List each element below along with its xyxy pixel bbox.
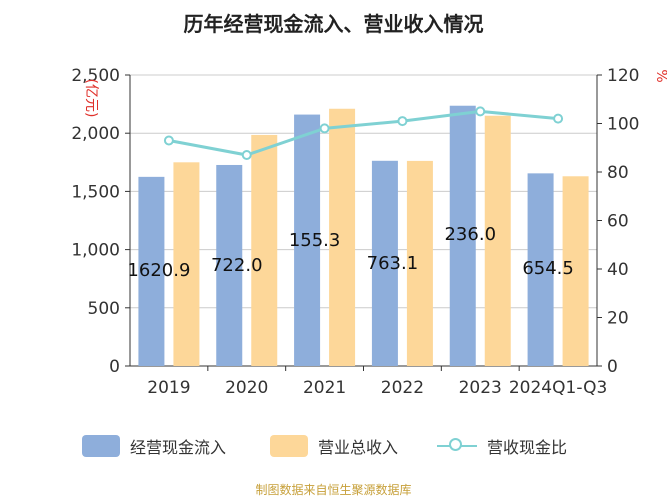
left-tick-label: 1,000 [71,241,120,261]
right-tick-label: 120 [607,66,639,86]
x-tick-label: 2020 [225,378,268,398]
bar-cash-inflow [216,164,243,366]
bar-revenue [406,160,433,366]
point-ratio [241,150,252,161]
legend-item-ratio[interactable]: 营收现金比 [437,432,567,460]
legend-label-revenue: 营业总收入 [318,438,399,457]
left-tick-label: 500 [88,299,120,319]
bar-revenue [562,176,589,366]
data-label-cash-inflow: 763.1 [367,253,419,274]
x-tick-label: 2022 [381,378,424,398]
right-tick-label: 60 [607,212,629,232]
right-tick-label: 0 [607,357,618,377]
legend: 经营现金流入 营业总收入 营收现金比 [0,432,667,460]
x-tick-label: 2019 [147,378,190,398]
right-tick-label: 80 [607,163,629,183]
bar-revenue [251,134,278,366]
data-label-cash-inflow: 722.0 [211,255,263,276]
x-tick-label: 2021 [303,378,346,398]
legend-swatch-cash-inflow [82,435,120,457]
right-tick-label: 100 [607,115,639,135]
x-tick-label: 2023 [459,378,502,398]
legend-label-cash-inflow: 经营现金流入 [130,438,227,457]
point-ratio [475,106,486,117]
right-axis-unit: % [653,69,667,82]
left-tick-label: 1,500 [71,182,120,202]
data-label-cash-inflow: 1620.9 [127,260,190,281]
legend-label-ratio: 营收现金比 [487,438,568,457]
point-ratio [319,123,330,134]
left-tick-label: 0 [109,357,120,377]
chart-title: 历年经营现金流入、营业收入情况 [183,12,484,36]
bar-revenue [329,108,356,367]
bar-cash-inflow [371,160,398,366]
line-ratio [168,109,559,157]
source-note: 制图数据来自恒生聚源数据库 [255,483,412,497]
data-label-cash-inflow: 236.0 [444,224,496,245]
legend-swatch-revenue [270,435,308,457]
legend-item-revenue[interactable]: 营业总收入 [270,432,398,460]
bar-revenue [484,115,511,367]
legend-item-cash-inflow[interactable]: 经营现金流入 [82,432,226,460]
legend-swatch-ratio [437,435,477,457]
bar-cash-inflow [294,114,321,367]
bar-cash-inflow [449,105,476,366]
left-tick-label: 2,500 [71,66,120,86]
point-ratio [397,116,408,127]
data-label-cash-inflow: 654.5 [522,258,574,279]
x-tick-label: 2024Q1-Q3 [509,378,607,398]
right-tick-label: 40 [607,260,629,280]
right-tick-label: 20 [607,309,629,329]
point-ratio [553,113,564,124]
left-axis-unit: (亿元) [83,79,99,118]
bar-cash-inflow [527,173,554,366]
point-ratio [163,135,174,146]
bar-cash-inflow [138,176,165,366]
data-label-cash-inflow: 155.3 [289,230,341,251]
left-tick-label: 2,000 [71,124,120,144]
bar-revenue [173,162,200,366]
